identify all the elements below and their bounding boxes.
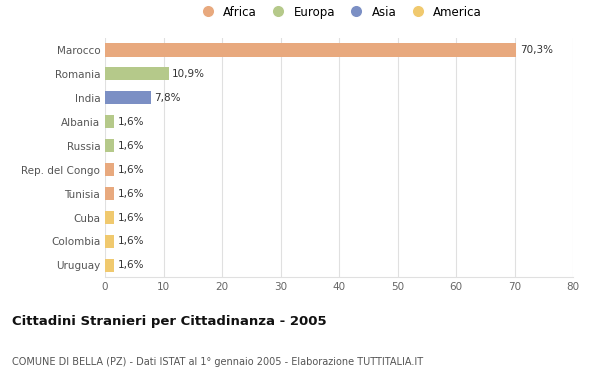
Text: 1,6%: 1,6%: [118, 165, 145, 175]
Text: 70,3%: 70,3%: [520, 45, 553, 55]
Text: 10,9%: 10,9%: [172, 69, 205, 79]
Bar: [105, 43, 516, 57]
Text: 7,8%: 7,8%: [154, 93, 181, 103]
Text: 1,6%: 1,6%: [118, 117, 145, 127]
Text: Cittadini Stranieri per Cittadinanza - 2005: Cittadini Stranieri per Cittadinanza - 2…: [12, 315, 326, 328]
Bar: [105, 67, 169, 81]
Text: COMUNE DI BELLA (PZ) - Dati ISTAT al 1° gennaio 2005 - Elaborazione TUTTITALIA.I: COMUNE DI BELLA (PZ) - Dati ISTAT al 1° …: [12, 357, 423, 367]
Text: 1,6%: 1,6%: [118, 141, 145, 151]
Bar: [105, 163, 115, 176]
Bar: [105, 211, 115, 224]
Bar: [105, 139, 115, 152]
Text: 1,6%: 1,6%: [118, 236, 145, 247]
Bar: [105, 235, 115, 248]
Bar: [105, 259, 115, 272]
Bar: [105, 91, 151, 105]
Text: 1,6%: 1,6%: [118, 188, 145, 199]
Bar: [105, 187, 115, 200]
Legend: Africa, Europa, Asia, America: Africa, Europa, Asia, America: [191, 1, 487, 23]
Text: 1,6%: 1,6%: [118, 212, 145, 223]
Bar: [105, 115, 115, 128]
Text: 1,6%: 1,6%: [118, 260, 145, 271]
